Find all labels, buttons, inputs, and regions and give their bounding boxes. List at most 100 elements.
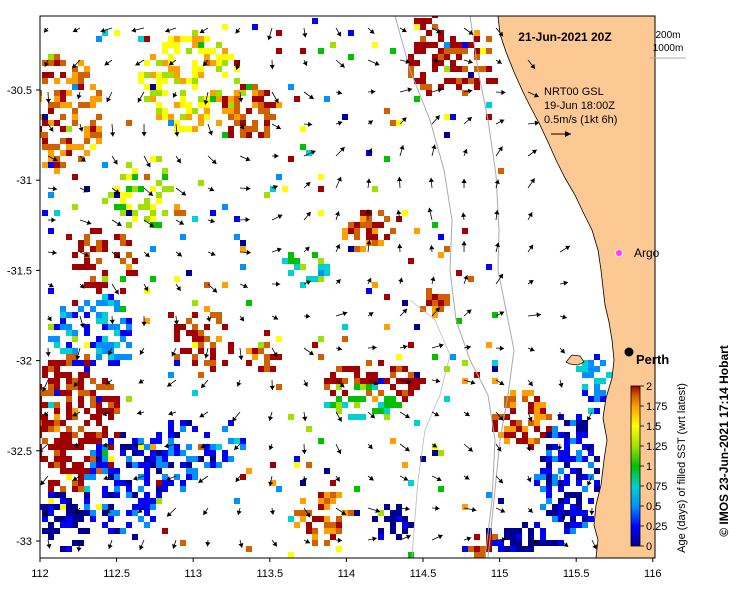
sst-cell [96, 396, 102, 402]
current-arrow [104, 59, 113, 66]
sst-cell [408, 390, 414, 396]
sst-cell [390, 366, 396, 372]
x-tick-label: 116 [644, 568, 662, 580]
sst-cell [474, 534, 480, 540]
sst-cell [66, 432, 72, 438]
sst-cell [192, 390, 198, 396]
sst-cell [540, 504, 546, 510]
sst-cell [162, 174, 168, 180]
sst-cell [180, 36, 186, 42]
current-arrow [367, 379, 379, 386]
sst-cell [42, 162, 48, 168]
sst-cell [204, 324, 210, 330]
sst-cell [108, 492, 114, 498]
current-arrow [207, 218, 215, 224]
perth-marker [624, 347, 634, 357]
sst-cell [162, 78, 168, 84]
current-arrow [111, 283, 119, 295]
sst-cell [102, 492, 108, 498]
sst-cell [96, 246, 102, 252]
current-arrow [463, 443, 474, 452]
sst-cell [78, 444, 84, 450]
sst-cell [396, 516, 402, 522]
sst-cell [474, 552, 480, 558]
sst-cell [378, 534, 384, 540]
sst-cell [78, 78, 84, 84]
sst-cell [60, 468, 66, 474]
sst-cell [192, 30, 198, 36]
sst-cell [432, 312, 438, 318]
sst-cell [30, 408, 36, 414]
sst-cell [492, 312, 498, 318]
sst-cell [30, 114, 36, 120]
sst-cell [234, 114, 240, 120]
sst-cell [564, 480, 570, 486]
sst-cell [534, 396, 540, 402]
sst-cell [54, 366, 60, 372]
sst-cell [222, 324, 228, 330]
sst-cell [48, 120, 54, 126]
sst-cell [78, 396, 84, 402]
sst-cell [40, 96, 42, 102]
sst-cell [156, 438, 162, 444]
current-arrow [367, 411, 376, 419]
sst-cell [96, 420, 102, 426]
sst-cell [60, 114, 66, 120]
sst-cell [114, 408, 120, 414]
sst-cell [54, 336, 60, 342]
current-arrow [463, 27, 474, 35]
sst-cell [102, 198, 108, 204]
sst-cell [114, 204, 120, 210]
sst-cell [576, 438, 582, 444]
sst-cell [450, 354, 456, 360]
sst-cell [48, 504, 54, 510]
sst-cell [378, 402, 384, 408]
sst-cell [174, 72, 180, 78]
sst-cell [258, 96, 264, 102]
sst-cell [96, 384, 102, 390]
sst-cell [540, 468, 546, 474]
sst-cell [186, 126, 192, 132]
sst-cell [390, 438, 396, 444]
sst-cell [288, 552, 294, 558]
current-arrow [106, 91, 113, 103]
sst-cell [180, 102, 186, 108]
sst-cell [420, 84, 426, 90]
current-arrow [267, 27, 273, 41]
sst-cell [60, 90, 66, 96]
sst-cell [40, 396, 42, 402]
sst-cell [444, 114, 450, 120]
sst-cell [132, 210, 138, 216]
current-arrow [166, 475, 177, 481]
sst-cell [342, 366, 348, 372]
sst-cell [486, 528, 492, 534]
sst-cell [132, 438, 138, 444]
sst-cell [108, 300, 114, 306]
sst-cell [24, 108, 30, 114]
sst-cell [210, 366, 216, 372]
sst-cell [186, 474, 192, 480]
sst-cell [66, 516, 72, 522]
sst-cell [270, 102, 276, 108]
sst-cell [216, 96, 222, 102]
sst-cell [228, 114, 234, 120]
sst-cell [336, 522, 342, 528]
sst-cell [156, 192, 162, 198]
sst-cell [204, 360, 210, 366]
sst-cell [402, 366, 408, 372]
current-arrow [396, 209, 402, 221]
sst-cell [558, 480, 564, 486]
sst-cell [132, 270, 138, 276]
sst-cell [360, 210, 366, 216]
current-arrow [431, 378, 441, 384]
sst-cell [396, 390, 402, 396]
current-arrow [335, 507, 347, 516]
sst-cell [492, 360, 498, 366]
sst-cell [180, 210, 186, 216]
sst-cell [84, 474, 90, 480]
sst-cell [294, 96, 300, 102]
sst-cell [402, 300, 408, 306]
current-arrow [335, 379, 345, 388]
sst-cell [594, 354, 600, 360]
current-arrow [367, 120, 374, 126]
